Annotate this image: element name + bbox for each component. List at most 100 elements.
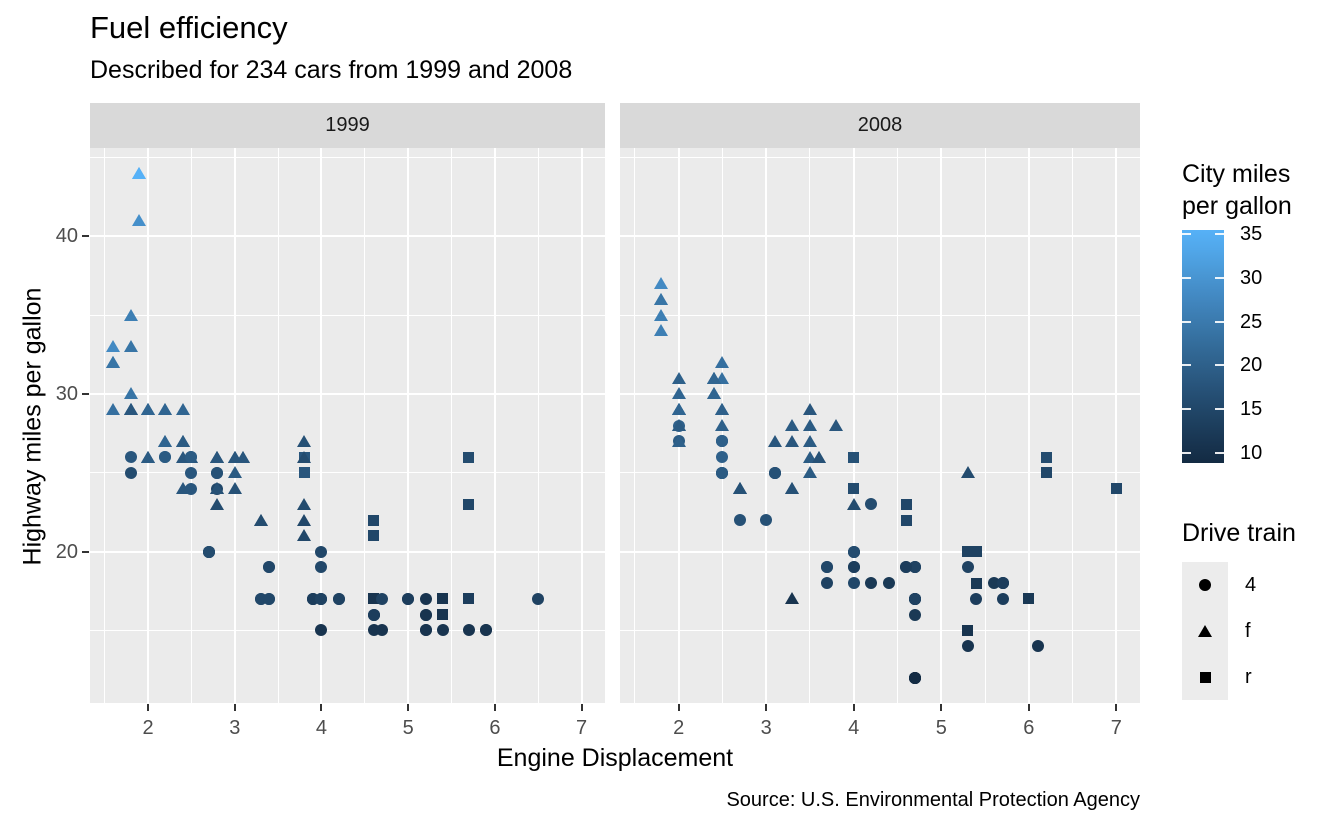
- data-point: [367, 608, 380, 621]
- data-point: [227, 482, 242, 495]
- data-point: [210, 450, 225, 463]
- data-point: [185, 451, 198, 464]
- shape-legend-keys: 4 f r: [1182, 562, 1256, 700]
- data-point: [462, 624, 475, 637]
- data-point: [376, 592, 389, 605]
- gridline-major-x: [147, 148, 150, 703]
- data-point: [785, 482, 800, 495]
- data-point: [654, 277, 669, 290]
- gridline-minor-x: [1072, 148, 1074, 703]
- shape-legend-label: 4: [1245, 574, 1257, 596]
- data-point: [263, 561, 276, 574]
- gridline-major-x: [320, 148, 323, 703]
- colorbar-tick-mark: [1182, 364, 1191, 367]
- data-point: [141, 450, 156, 463]
- y-tick-label: 20: [55, 540, 78, 563]
- data-point: [768, 466, 781, 479]
- y-tick-mark: [82, 550, 89, 553]
- square-icon: [1199, 671, 1211, 683]
- data-point: [106, 403, 121, 416]
- data-point: [671, 403, 686, 416]
- data-point: [263, 592, 276, 605]
- x-axis-title: Engine Displacement: [496, 744, 734, 772]
- data-point: [848, 483, 860, 495]
- data-point: [960, 466, 975, 479]
- data-point: [970, 577, 982, 589]
- x-tick-mark: [1115, 704, 1118, 711]
- y-tick-label: 40: [55, 225, 78, 248]
- data-point: [716, 451, 729, 464]
- data-point: [106, 355, 121, 368]
- data-point: [463, 451, 475, 463]
- data-point: [210, 482, 225, 495]
- data-point: [767, 434, 782, 447]
- data-point: [419, 608, 432, 621]
- triangle-icon: [1198, 625, 1212, 637]
- shape-legend-title: Drive train: [1182, 519, 1296, 547]
- facet-strip-2008: 2008: [620, 103, 1140, 148]
- data-point: [175, 434, 190, 447]
- data-point: [970, 592, 983, 605]
- x-tick-label: 5: [402, 717, 414, 739]
- data-point: [368, 514, 379, 526]
- data-point: [297, 513, 312, 526]
- data-point: [123, 340, 138, 353]
- chart-subtitle: Described for 234 cars from 1999 and 200…: [90, 56, 573, 84]
- data-point: [123, 308, 138, 321]
- data-point: [962, 624, 974, 636]
- data-point: [732, 482, 747, 495]
- gridline-major-x: [940, 148, 943, 703]
- data-point: [211, 466, 224, 479]
- data-point: [829, 419, 844, 431]
- data-point: [332, 592, 345, 605]
- x-tick-mark: [765, 704, 768, 711]
- data-point: [185, 482, 198, 495]
- data-point: [802, 466, 817, 479]
- data-point: [298, 467, 310, 479]
- data-point: [671, 371, 686, 384]
- data-point: [961, 640, 974, 653]
- data-point: [847, 545, 860, 558]
- data-point: [909, 608, 922, 621]
- data-point: [848, 451, 860, 463]
- x-tick-label: 6: [489, 717, 501, 739]
- data-point: [962, 546, 974, 558]
- data-point: [715, 403, 730, 416]
- colorbar-tick-mark: [1215, 452, 1224, 454]
- data-point: [970, 546, 982, 558]
- data-point: [419, 592, 432, 605]
- data-point: [654, 308, 669, 321]
- data-point: [463, 498, 475, 510]
- data-point: [437, 609, 449, 621]
- data-point: [315, 561, 328, 574]
- data-point: [847, 561, 860, 574]
- colorbar-tick-mark: [1182, 320, 1191, 323]
- gridline-minor-y: [620, 314, 1140, 316]
- gridline-minor-y: [620, 629, 1140, 631]
- colorbar-tick-mark: [1215, 408, 1224, 411]
- chart-title: Fuel efficiency: [90, 10, 288, 45]
- gridline-major-y: [620, 392, 1140, 395]
- data-point: [671, 434, 686, 447]
- y-tick-label: 30: [55, 382, 78, 405]
- data-point: [716, 466, 729, 479]
- data-point: [715, 355, 730, 368]
- x-tick-mark: [852, 704, 855, 711]
- data-point: [253, 513, 268, 526]
- colorbar-tick-mark: [1182, 233, 1191, 236]
- data-point: [1110, 483, 1122, 495]
- gridline-major-x: [493, 148, 496, 703]
- data-point: [654, 324, 669, 337]
- data-point: [123, 403, 138, 416]
- data-point: [315, 624, 328, 637]
- gridline-minor-x: [364, 148, 366, 703]
- panel-2008: [620, 148, 1140, 703]
- shape-legend-entry: 4: [1182, 562, 1256, 608]
- x-tick-label: 7: [1110, 717, 1122, 739]
- data-point: [437, 593, 449, 605]
- data-point: [297, 434, 312, 447]
- data-point: [802, 434, 817, 447]
- data-point: [1040, 451, 1052, 463]
- data-point: [996, 577, 1009, 590]
- panel-1999: [90, 148, 605, 703]
